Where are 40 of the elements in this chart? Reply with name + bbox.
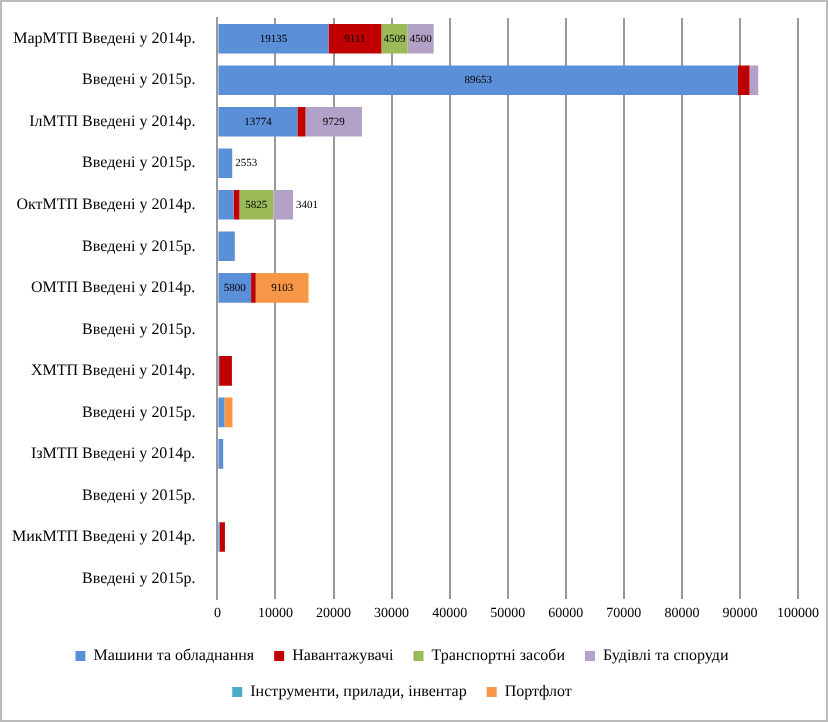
bar bbox=[239, 190, 274, 220]
y-tick-label: ІлМТП Введені у 2014р. bbox=[29, 111, 196, 130]
legend-label: Машини та обладнання bbox=[93, 646, 255, 665]
y-tick-label: Введені у 2015р. bbox=[82, 485, 196, 504]
bar bbox=[219, 356, 232, 386]
bar bbox=[218, 397, 225, 428]
y-tick-label: Введені у 2015р. bbox=[82, 236, 196, 255]
legend-label: Будівлі та споруди bbox=[602, 646, 730, 665]
bar bbox=[297, 107, 306, 137]
y-tick-label: ОМТП Введені у 2014р. bbox=[30, 278, 196, 297]
bar bbox=[218, 65, 738, 96]
y-tick-label: Введені у 2015р. bbox=[82, 568, 196, 587]
bar bbox=[737, 65, 750, 96]
y-tick-label: Введені у 2015р. bbox=[82, 153, 196, 172]
bar bbox=[273, 190, 294, 220]
bar bbox=[305, 107, 362, 137]
legend-label: Портфлот bbox=[504, 682, 573, 701]
legend-label: Транспортні засоби bbox=[431, 646, 567, 665]
bar bbox=[218, 23, 329, 54]
bar bbox=[218, 107, 298, 137]
bar bbox=[749, 65, 759, 96]
bar bbox=[224, 397, 233, 428]
y-tick-label: ХМТП Введені у 2014р. bbox=[30, 361, 196, 380]
bar bbox=[218, 231, 235, 262]
y-tick-label: МикМТП Введені у 2014р. bbox=[11, 527, 196, 546]
bar bbox=[328, 23, 382, 54]
bar bbox=[255, 273, 309, 303]
legend-label: Навантажувачі bbox=[292, 646, 396, 665]
bar bbox=[218, 148, 233, 179]
bar bbox=[218, 439, 224, 469]
y-tick-label: ОктМТП Введені у 2014р. bbox=[16, 195, 196, 213]
bar bbox=[219, 522, 225, 552]
y-tick-label: МарМТП Введені у 2014р. bbox=[13, 28, 196, 47]
y-tick-label: ІзМТП Введені у 2014р. bbox=[30, 444, 196, 463]
y-tick-label: Введені у 2015р. bbox=[82, 319, 196, 338]
y-tick-label: Введені у 2015р. bbox=[82, 402, 196, 421]
bar bbox=[218, 273, 252, 303]
bar bbox=[218, 190, 234, 220]
y-tick-label: Введені у 2015р. bbox=[82, 70, 196, 89]
legend-label: Інструменти, прилади, інвентар bbox=[250, 682, 467, 701]
